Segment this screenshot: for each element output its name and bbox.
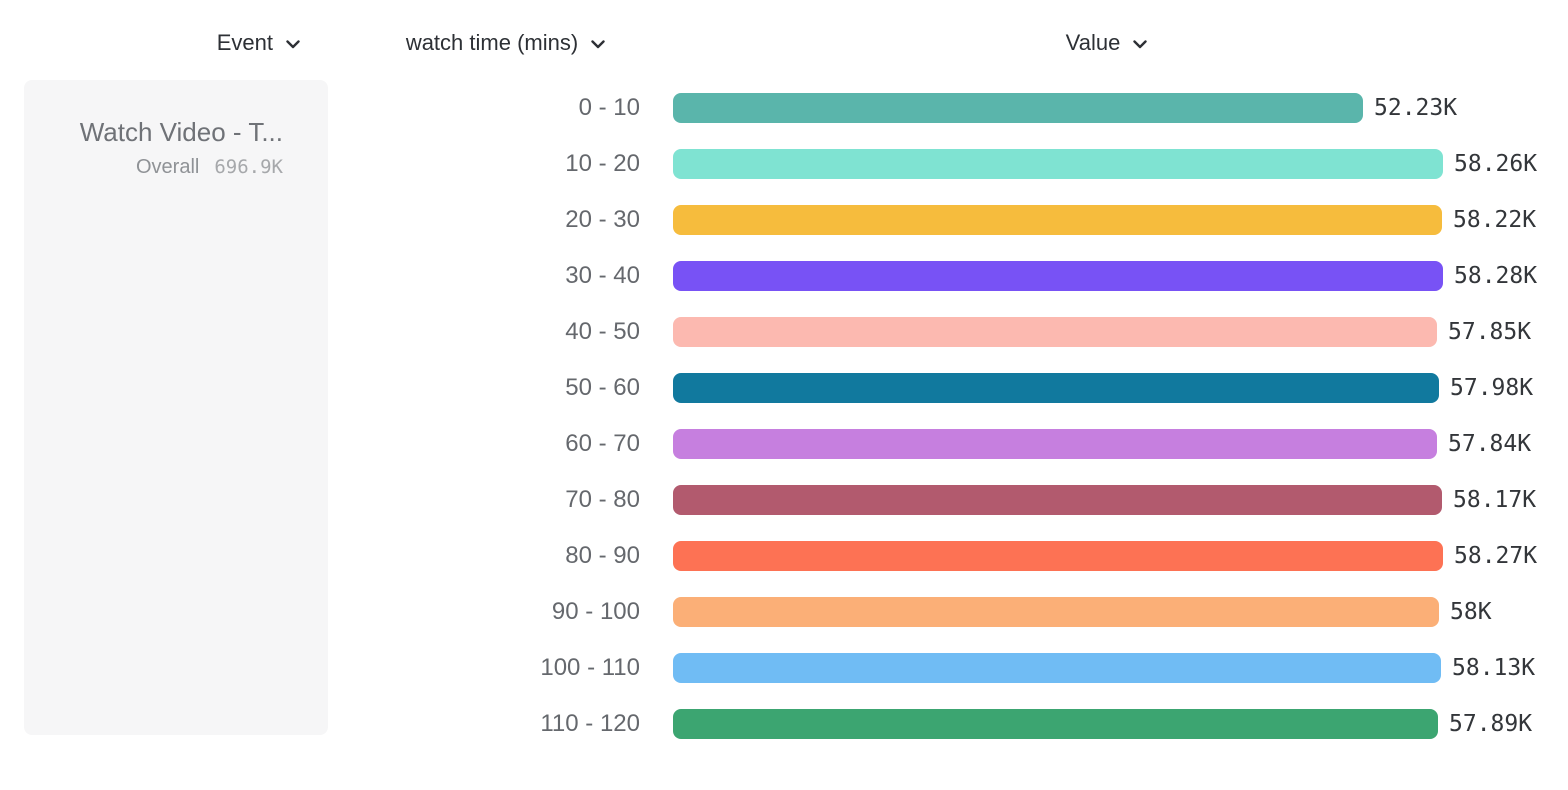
chart-row: 100 - 110 58.13K <box>328 640 1568 696</box>
bar-area: 57.89K <box>673 709 1568 739</box>
value-label: 58.26K <box>1454 151 1538 177</box>
bar-area: 57.85K <box>673 317 1568 347</box>
value-label: 58.27K <box>1454 543 1538 569</box>
value-bar[interactable] <box>673 93 1363 123</box>
value-bar[interactable] <box>673 653 1441 683</box>
bucket-label: 10 - 20 <box>565 150 640 177</box>
value-label: 58.17K <box>1453 487 1537 513</box>
bucket-label: 100 - 110 <box>540 654 640 681</box>
chart-row: 10 - 20 58.26K <box>328 136 1568 192</box>
bucket-label: 20 - 30 <box>565 206 640 233</box>
value-label: 57.98K <box>1450 375 1534 401</box>
bar-area: 58.22K <box>673 205 1568 235</box>
bar-area: 57.84K <box>673 429 1568 459</box>
value-bar[interactable] <box>673 429 1437 459</box>
bucket-label: 110 - 120 <box>540 710 640 737</box>
bucket-label: 40 - 50 <box>565 318 640 345</box>
chart-row: 0 - 10 52.23K <box>328 80 1568 136</box>
value-label: 57.84K <box>1448 431 1532 457</box>
value-label: 58.13K <box>1452 655 1536 681</box>
bucket-column-dropdown[interactable]: watch time (mins) <box>328 30 673 56</box>
bar-area: 58.26K <box>673 149 1568 179</box>
event-overall-row: Overall 696.9K <box>44 156 283 179</box>
value-column-dropdown[interactable]: Value <box>673 30 1540 56</box>
value-label: 57.85K <box>1448 319 1532 345</box>
value-bar[interactable] <box>673 373 1439 403</box>
chevron-down-icon <box>286 39 300 48</box>
bucket-column-label: watch time (mins) <box>405 29 579 55</box>
header-row: Event watch time (mins) Value <box>0 0 1568 72</box>
bucket-label: 80 - 90 <box>565 542 640 569</box>
bucket-label: 70 - 80 <box>565 486 640 513</box>
overall-value: 696.9K <box>214 155 283 178</box>
content-area: Watch Video - T... Overall 696.9K 0 - 10… <box>0 80 1568 752</box>
value-bar[interactable] <box>673 597 1439 627</box>
bar-area: 58.13K <box>673 653 1568 683</box>
event-name: Watch Video - T... <box>79 117 283 147</box>
value-label: 58K <box>1450 599 1492 625</box>
value-label: 58.28K <box>1454 263 1538 289</box>
value-bar[interactable] <box>673 149 1443 179</box>
chevron-down-icon <box>591 39 605 48</box>
value-bar[interactable] <box>673 261 1443 291</box>
chart-row: 110 - 120 57.89K <box>328 696 1568 752</box>
value-bar[interactable] <box>673 205 1442 235</box>
value-column-label: Value <box>1065 29 1121 55</box>
chevron-down-icon <box>1133 39 1148 48</box>
value-label: 58.22K <box>1453 207 1537 233</box>
chart-row: 50 - 60 57.98K <box>328 360 1568 416</box>
chart-row: 40 - 50 57.85K <box>328 304 1568 360</box>
bar-area: 58.17K <box>673 485 1568 515</box>
bar-area: 57.98K <box>673 373 1568 403</box>
bar-area: 58.27K <box>673 541 1568 571</box>
event-column-label: Event <box>216 29 273 55</box>
chart-row: 60 - 70 57.84K <box>328 416 1568 472</box>
chart-row: 30 - 40 58.28K <box>328 248 1568 304</box>
bar-area: 52.23K <box>673 93 1568 123</box>
bar-area: 58.28K <box>673 261 1568 291</box>
value-bar[interactable] <box>673 485 1442 515</box>
chart-rows: 0 - 10 52.23K 10 - 20 58.26K 20 - 30 58.… <box>328 80 1568 752</box>
bucket-label: 50 - 60 <box>565 374 640 401</box>
chart-row: 20 - 30 58.22K <box>328 192 1568 248</box>
bucket-label: 90 - 100 <box>551 598 640 625</box>
chart-row: 70 - 80 58.17K <box>328 472 1568 528</box>
value-bar[interactable] <box>673 541 1443 571</box>
value-bar[interactable] <box>673 709 1438 739</box>
bucket-label: 30 - 40 <box>565 262 640 289</box>
chart-row: 90 - 100 58K <box>328 584 1568 640</box>
value-label: 57.89K <box>1449 711 1533 737</box>
value-label: 52.23K <box>1374 95 1458 121</box>
overall-label: Overall <box>136 155 200 178</box>
bucket-label: 0 - 10 <box>578 94 640 121</box>
chart-row: 80 - 90 58.27K <box>328 528 1568 584</box>
event-card[interactable]: Watch Video - T... Overall 696.9K <box>24 80 328 735</box>
bar-area: 58K <box>673 597 1568 627</box>
event-column-dropdown[interactable]: Event <box>24 30 328 56</box>
value-bar[interactable] <box>673 317 1437 347</box>
bucket-label: 60 - 70 <box>565 430 640 457</box>
